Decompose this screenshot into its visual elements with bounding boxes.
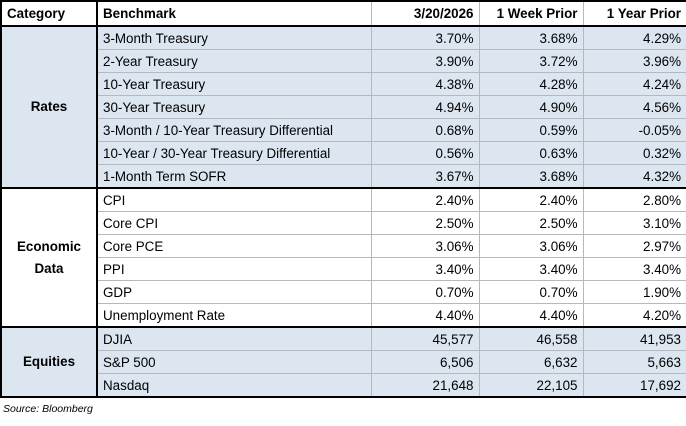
benchmark-cell: 1-Month Term SOFR [96, 164, 372, 189]
value-cell: 17,692 [582, 373, 686, 398]
value-cell: 4.28% [478, 72, 584, 96]
value-cell: 3.40% [478, 257, 584, 281]
table-row: PPI 3.40% 3.40% 3.40% [1, 257, 686, 281]
table-row: 10-Year / 30-Year Treasury Differential 0… [1, 141, 686, 165]
value-cell: 3.40% [370, 257, 480, 281]
benchmark-cell: Nasdaq [96, 373, 372, 398]
benchmark-cell: S&P 500 [96, 350, 372, 374]
source-note: Source: Bloomberg [3, 403, 93, 415]
value-cell: 6,506 [370, 350, 480, 374]
value-cell: 2.50% [478, 211, 584, 235]
value-cell: 4.24% [582, 72, 686, 96]
value-cell: 2.50% [370, 211, 480, 235]
value-cell: 4.20% [582, 303, 686, 328]
value-cell: 21,648 [370, 373, 480, 398]
benchmark-cell: 30-Year Treasury [96, 95, 372, 119]
table-row: Rates 3-Month Treasury 3.70% 3.68% 4.29% [0, 25, 686, 189]
value-cell: 3.06% [370, 234, 480, 258]
table-row: 10-Year Treasury 4.38% 4.28% 4.24% [1, 72, 686, 96]
table-row: Core CPI 2.50% 2.50% 3.10% [1, 211, 686, 235]
category-cell: Rates [0, 25, 98, 189]
value-cell: 0.70% [370, 280, 480, 304]
value-cell: 1.90% [582, 280, 686, 304]
value-cell: 0.59% [478, 118, 584, 142]
value-cell: 3.06% [478, 234, 584, 258]
value-cell: 0.63% [478, 141, 584, 165]
table-row: Unemployment Rate 4.40% 4.40% 4.20% [1, 303, 686, 328]
value-cell: 2.40% [478, 187, 584, 212]
benchmark-cell: 3-Month / 10-Year Treasury Differential [96, 118, 372, 142]
benchmark-cell: Core PCE [96, 234, 372, 258]
benchmark-cell: PPI [96, 257, 372, 281]
category-cell: Equities [0, 326, 98, 398]
benchmark-cell: 10-Year Treasury [96, 72, 372, 96]
header-cell: Category [0, 0, 98, 27]
value-cell: 4.29% [582, 25, 686, 50]
value-cell: 4.94% [370, 95, 480, 119]
value-cell: 5,663 [582, 350, 686, 374]
value-cell: 2.40% [370, 187, 480, 212]
benchmark-cell: 10-Year / 30-Year Treasury Differential [96, 141, 372, 165]
value-cell: 3.67% [370, 164, 480, 189]
benchmark-cell: Unemployment Rate [96, 303, 372, 328]
value-cell: 2.97% [582, 234, 686, 258]
value-cell: 3.10% [582, 211, 686, 235]
value-cell: 3.70% [370, 25, 480, 50]
table-row: 30-Year Treasury 4.94% 4.90% 4.56% [1, 95, 686, 119]
table-row: 3-Month / 10-Year Treasury Differential 0… [1, 118, 686, 142]
value-cell: 3.96% [582, 49, 686, 73]
header-cell: 3/20/2026 [370, 0, 480, 27]
table-row: Economic Data CPI 2.40% 2.40% 2.80% [0, 187, 686, 328]
header-cell: 1 Year Prior [582, 0, 686, 27]
table-row: Nasdaq 21,648 22,105 17,692 [1, 373, 686, 398]
header-cell: Benchmark [96, 0, 372, 27]
value-cell: 0.70% [478, 280, 584, 304]
benchmark-cell: 3-Month Treasury [96, 25, 372, 50]
category-cell: Economic Data [0, 187, 98, 328]
value-cell: 45,577 [370, 326, 480, 351]
table-row: S&P 500 6,506 6,632 5,663 [1, 350, 686, 374]
value-cell: 0.32% [582, 141, 686, 165]
benchmark-cell: CPI [96, 187, 372, 212]
data-table: Category Benchmark 3/20/2026 1 Week Prior 1 … [0, 0, 686, 398]
table-body: Rates 3-Month Treasury 3.70% 3.68% 4.29% 2-Ye… [0, 25, 686, 398]
benchmark-cell: DJIA [96, 326, 372, 351]
table-row: Equities DJIA 45,577 46,558 41,953 [0, 326, 686, 398]
header-row: Category Benchmark 3/20/2026 1 Week Prior 1 … [0, 0, 686, 27]
value-cell: 0.68% [370, 118, 480, 142]
benchmark-cell: Core CPI [96, 211, 372, 235]
value-cell: 2.80% [582, 187, 686, 212]
value-cell: 22,105 [478, 373, 584, 398]
benchmark-cell: 2-Year Treasury [96, 49, 372, 73]
value-cell: 4.56% [582, 95, 686, 119]
value-cell: 4.40% [370, 303, 480, 328]
value-cell: 3.68% [478, 164, 584, 189]
value-cell: 3.40% [582, 257, 686, 281]
value-cell: 3.90% [370, 49, 480, 73]
value-cell: 4.32% [582, 164, 686, 189]
value-cell: 4.40% [478, 303, 584, 328]
value-cell: 0.56% [370, 141, 480, 165]
value-cell: 3.72% [478, 49, 584, 73]
table-row: GDP 0.70% 0.70% 1.90% [1, 280, 686, 304]
header-cell: 1 Week Prior [478, 0, 584, 27]
value-cell: 4.90% [478, 95, 584, 119]
table-row: 1-Month Term SOFR 3.67% 3.68% 4.32% [1, 164, 686, 189]
value-cell: 4.38% [370, 72, 480, 96]
value-cell: 6,632 [478, 350, 584, 374]
value-cell: -0.05% [582, 118, 686, 142]
table-row: 2-Year Treasury 3.90% 3.72% 3.96% [1, 49, 686, 73]
value-cell: 41,953 [582, 326, 686, 351]
benchmark-cell: GDP [96, 280, 372, 304]
table-row: Core PCE 3.06% 3.06% 2.97% [1, 234, 686, 258]
value-cell: 3.68% [478, 25, 584, 50]
value-cell: 46,558 [478, 326, 584, 351]
